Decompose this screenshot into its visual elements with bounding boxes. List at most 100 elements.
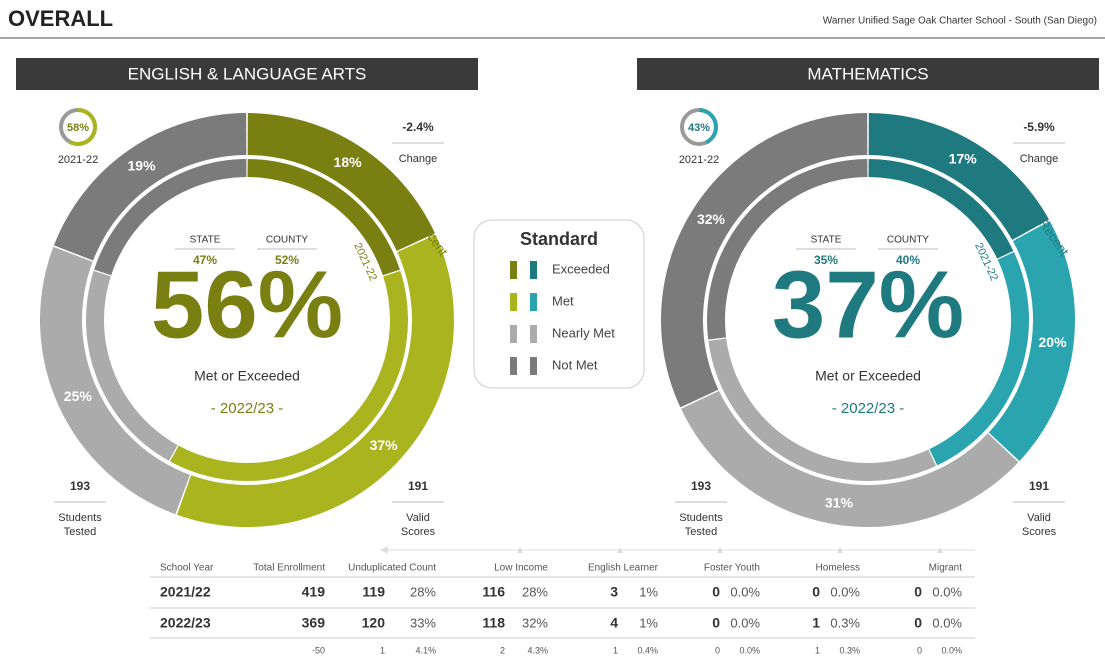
tested-value: 193 bbox=[70, 479, 90, 493]
table-header: Total Enrollment bbox=[253, 563, 325, 574]
gauge-label: 58% bbox=[67, 122, 89, 134]
change-cell: 0 bbox=[715, 645, 720, 655]
legend-item: Nearly Met bbox=[552, 325, 615, 340]
legend-item: Exceeded bbox=[552, 261, 610, 276]
table-cell: 3 bbox=[610, 584, 618, 600]
county-label: COUNTY bbox=[266, 235, 309, 246]
headline: 56% bbox=[151, 251, 343, 358]
subject-banner bbox=[637, 58, 1099, 90]
arrow-tick bbox=[937, 547, 943, 553]
table-cell: 0 bbox=[812, 584, 820, 600]
table-cell: 0.0% bbox=[730, 615, 760, 630]
table-cell: 28% bbox=[522, 584, 548, 599]
inner-ring-segment bbox=[86, 270, 178, 461]
ring-segment bbox=[681, 390, 1019, 527]
table-header: Foster Youth bbox=[704, 563, 760, 574]
table-cell: 0 bbox=[712, 615, 720, 631]
table-cell: 0.0% bbox=[730, 584, 760, 599]
subject-banner bbox=[16, 58, 478, 90]
inner-ring-segment bbox=[247, 159, 400, 276]
state-label: STATE bbox=[811, 235, 842, 246]
table-cell: 369 bbox=[302, 615, 326, 631]
valid-value: 191 bbox=[1029, 479, 1049, 493]
table-cell: 0.3% bbox=[830, 615, 860, 630]
change-cell: 4.3% bbox=[527, 645, 548, 655]
change-cell: 0.0% bbox=[739, 645, 760, 655]
change-cell: 2 bbox=[500, 645, 505, 655]
change-value: -2.4% bbox=[402, 120, 434, 134]
gauge-arc bbox=[68, 108, 98, 146]
table-cell: 33% bbox=[410, 615, 436, 630]
county-label: COUNTY bbox=[887, 235, 930, 246]
ring-segment bbox=[53, 113, 247, 261]
table-cell: 1% bbox=[639, 584, 658, 599]
ring-segment bbox=[868, 113, 1049, 240]
current-year: - 2022/23 - bbox=[832, 400, 905, 417]
table-header: Homeless bbox=[816, 563, 860, 574]
table-header: Migrant bbox=[929, 563, 963, 574]
subject-title: MATHEMATICS bbox=[807, 64, 928, 83]
arrow-tick bbox=[517, 547, 523, 553]
table-cell: 0 bbox=[914, 615, 922, 631]
legend-swatch bbox=[530, 261, 537, 279]
table-header: School Year bbox=[160, 563, 214, 574]
change-label: Change bbox=[1020, 153, 1059, 165]
state-value: 47% bbox=[193, 253, 217, 267]
table-cell: 120 bbox=[362, 615, 386, 631]
segment-label: 32% bbox=[697, 211, 726, 227]
table-header: Unduplicated Count bbox=[348, 563, 436, 574]
change-cell: 4.1% bbox=[415, 645, 436, 655]
current-year: - 2022/23 - bbox=[211, 400, 284, 417]
legend-swatch bbox=[510, 293, 517, 311]
change-cell: -50 bbox=[312, 645, 325, 655]
headline-label: Met or Exceeded bbox=[815, 368, 921, 384]
table-cell: 0.0% bbox=[932, 584, 962, 599]
segment-label: 19% bbox=[128, 157, 157, 173]
valid-label: Valid bbox=[1027, 512, 1051, 524]
arrow-head bbox=[380, 546, 388, 554]
ring-segment bbox=[247, 113, 435, 251]
segment-label: 17% bbox=[949, 151, 978, 167]
arrow-tick bbox=[617, 547, 623, 553]
gauge-label: 43% bbox=[688, 122, 710, 134]
legend-swatch bbox=[510, 325, 517, 343]
tested-label: Students bbox=[679, 512, 723, 524]
ring-segment bbox=[988, 221, 1075, 462]
inner-ring-segment bbox=[170, 270, 408, 481]
inner-ring-segment bbox=[708, 338, 936, 482]
segment-label: 37% bbox=[370, 437, 399, 453]
change-cell: 0.3% bbox=[839, 645, 860, 655]
state-label: STATE bbox=[190, 235, 221, 246]
table-header: Low Income bbox=[494, 563, 548, 574]
valid-label: Scores bbox=[401, 526, 436, 538]
valid-value: 191 bbox=[408, 479, 428, 493]
legend-swatch bbox=[510, 261, 517, 279]
change-cell: 1 bbox=[380, 645, 385, 655]
table-cell: 0 bbox=[914, 584, 922, 600]
page-title: OVERALL bbox=[8, 6, 113, 31]
school-name: Warner Unified Sage Oak Charter School -… bbox=[823, 16, 1097, 27]
table-cell: 0 bbox=[712, 584, 720, 600]
arrow-tick bbox=[717, 547, 723, 553]
change-cell: 1 bbox=[815, 645, 820, 655]
gauge-arc bbox=[699, 108, 719, 145]
county-value: 40% bbox=[896, 253, 920, 267]
tested-value: 193 bbox=[691, 479, 711, 493]
legend-item: Met bbox=[552, 293, 574, 308]
table-cell: 116 bbox=[482, 584, 505, 600]
headline-label: Met or Exceeded bbox=[194, 368, 300, 384]
prior-year: 2021-22 bbox=[58, 154, 98, 166]
change-value: -5.9% bbox=[1023, 120, 1055, 134]
inner-ring-segment bbox=[929, 252, 1029, 466]
tested-label: Tested bbox=[685, 526, 717, 538]
legend-swatch bbox=[530, 357, 537, 375]
segment-label: 25% bbox=[64, 388, 93, 404]
segment-label: 18% bbox=[334, 154, 363, 170]
ring-segment bbox=[39, 246, 190, 515]
change-label: Change bbox=[399, 153, 438, 165]
headline: 37% bbox=[772, 251, 964, 358]
table-cell: 28% bbox=[410, 584, 436, 599]
table-cell: 32% bbox=[522, 615, 548, 630]
valid-label: Valid bbox=[406, 512, 430, 524]
table-cell: 118 bbox=[482, 615, 505, 631]
